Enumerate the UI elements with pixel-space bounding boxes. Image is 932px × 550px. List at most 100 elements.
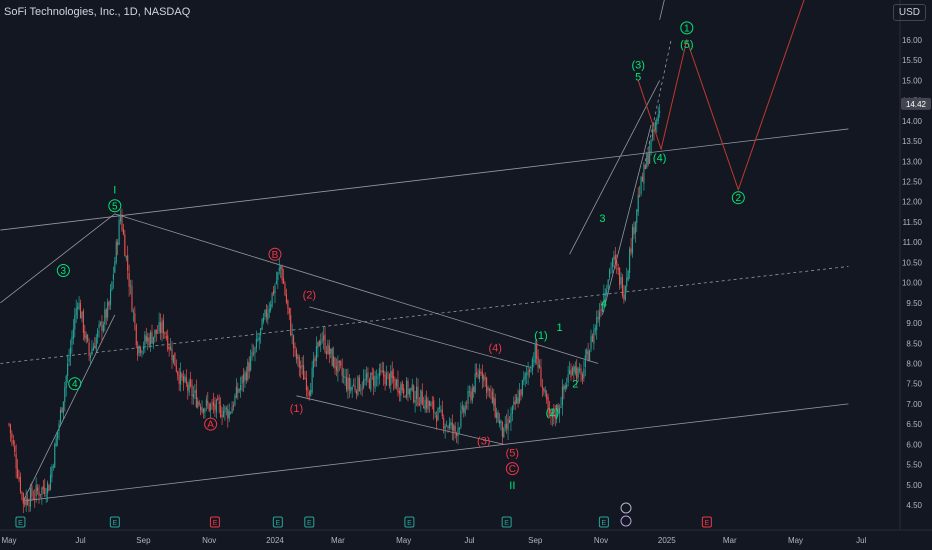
candle-body	[614, 255, 616, 261]
candle-body	[365, 373, 368, 381]
candle-body	[621, 277, 624, 296]
candle-body	[426, 397, 428, 409]
upper-channel-line	[0, 128, 849, 231]
candle-body	[619, 267, 621, 285]
earnings-event-label: E	[407, 520, 412, 527]
candle-body	[335, 366, 338, 371]
candle-body	[290, 314, 292, 336]
wave-label: 5	[635, 71, 641, 83]
earnings-event-icon	[501, 516, 512, 528]
candle-body	[633, 227, 635, 235]
wave-label: (2)	[546, 407, 559, 419]
candle-body	[15, 453, 17, 469]
candle-body	[357, 376, 359, 395]
candle-body	[546, 392, 548, 400]
candle-body	[314, 357, 316, 361]
candle-body	[222, 410, 225, 417]
candle-body	[571, 367, 573, 375]
candle-body	[89, 355, 92, 358]
candle-body	[293, 335, 295, 348]
candle-body	[178, 375, 180, 384]
candle-body	[521, 380, 523, 395]
wave-label: (1)	[534, 330, 547, 342]
candle-body	[254, 347, 256, 354]
candle-body	[623, 294, 625, 300]
candle-body	[287, 300, 289, 309]
currency-button[interactable]: USD	[892, 4, 926, 21]
candle-body	[325, 351, 328, 354]
candle-body	[355, 390, 358, 394]
wave-label-circle	[268, 247, 282, 261]
wave-label-circle	[68, 377, 82, 391]
candle-body	[64, 387, 66, 403]
candle-body	[388, 374, 390, 387]
earnings-event-label: E	[705, 520, 710, 527]
candle-body	[45, 495, 47, 497]
candle-body	[631, 226, 634, 254]
candle-body	[101, 321, 103, 331]
wave-label-circle	[204, 417, 218, 431]
candle-body	[453, 425, 455, 431]
candle-body	[105, 309, 107, 318]
y-tick-label: 14.00	[902, 117, 923, 126]
candle-body	[241, 376, 243, 384]
candle-body	[138, 345, 140, 354]
candle-body	[198, 402, 200, 405]
candle-body	[127, 255, 129, 271]
candle-body	[418, 403, 420, 406]
candle-body	[437, 408, 439, 421]
candle-body	[518, 390, 521, 403]
down-channel-upper	[114, 213, 599, 364]
wave-label-circle	[56, 263, 70, 277]
candle-body	[211, 402, 213, 404]
wave-label: (5)	[680, 39, 693, 51]
candle-body	[32, 497, 34, 499]
candle-body	[550, 411, 552, 417]
candle-body	[148, 337, 150, 346]
candle-body	[12, 439, 14, 445]
candle-body	[235, 386, 237, 398]
candle-body	[47, 482, 49, 494]
candle-body	[548, 408, 551, 414]
candle-body	[122, 228, 124, 235]
candle-body	[283, 278, 285, 284]
candle-body	[393, 375, 395, 381]
wave-label: 3	[61, 266, 67, 277]
candle-body	[258, 337, 260, 341]
wave-label: 5	[112, 201, 118, 212]
candle-body	[115, 241, 117, 263]
candle-body	[137, 346, 139, 356]
candle-body	[208, 403, 210, 411]
candle-body	[487, 386, 489, 391]
wave-label: (3)	[477, 435, 490, 447]
candle-body	[150, 332, 152, 345]
candle-body	[288, 307, 290, 314]
candle-body	[324, 334, 326, 352]
candle-body	[363, 378, 365, 388]
wave-label: 4	[72, 379, 78, 390]
candle-body	[636, 209, 638, 223]
earnings-event-label: E	[112, 520, 117, 527]
candle-body	[333, 355, 335, 367]
earnings-event-icon	[272, 516, 283, 528]
candle-body	[188, 381, 190, 393]
candle-body	[61, 407, 63, 413]
candle-body	[627, 270, 629, 280]
candle-body	[24, 501, 26, 505]
candle-body	[553, 408, 555, 417]
candle-body	[132, 311, 134, 313]
candle-body	[197, 401, 199, 408]
candle-body	[441, 409, 443, 417]
candle-body	[274, 285, 276, 294]
candle-body	[497, 412, 499, 423]
candle-body	[593, 330, 595, 344]
candle-body	[261, 319, 263, 330]
candle-body	[447, 426, 449, 428]
candle-body	[242, 374, 245, 383]
candle-body	[504, 424, 506, 428]
candle-body	[234, 395, 236, 406]
candle-body	[142, 346, 144, 350]
y-tick-label: 10.50	[902, 258, 923, 267]
